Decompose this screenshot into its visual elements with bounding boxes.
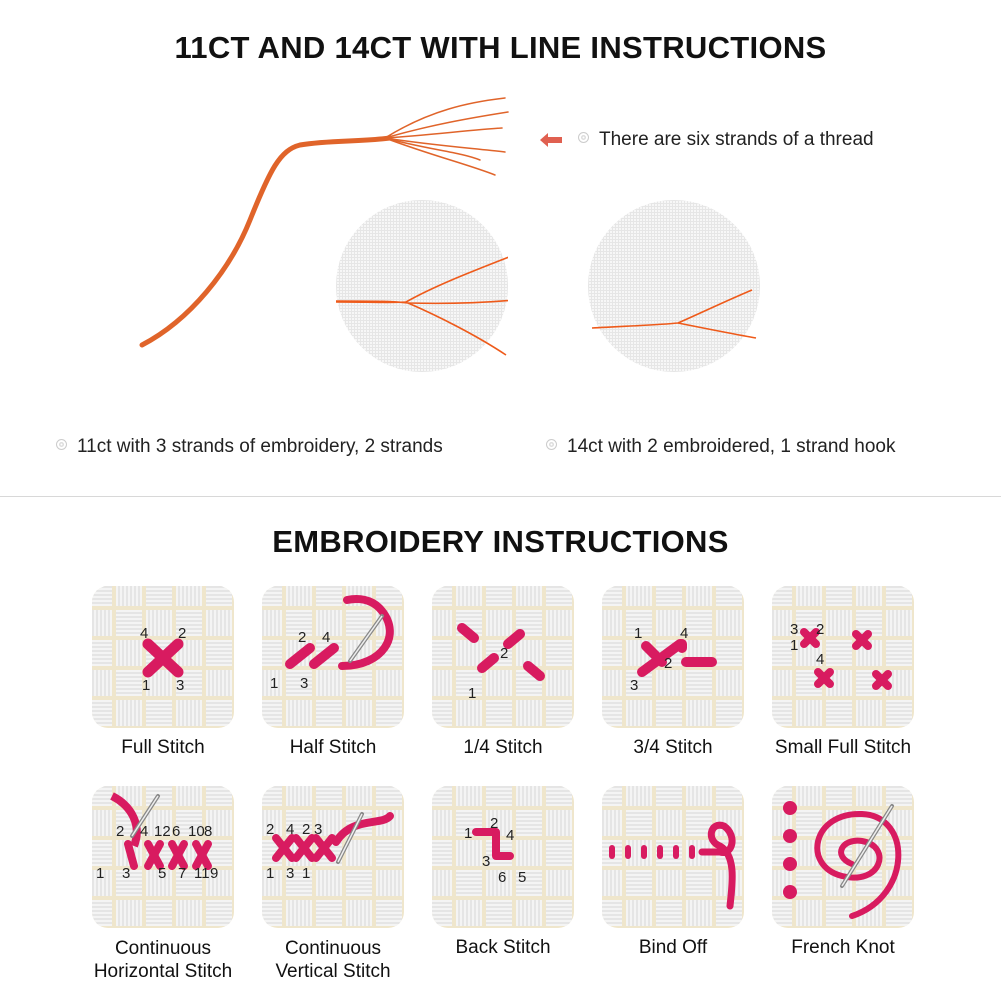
stitch-label-continuous-horizontal-stitch: Continuous Horizontal Stitch [93,938,233,982]
stitch-diagram: 21 [457,623,545,702]
stitch-step-number: 1 [142,677,150,694]
stitch-step-number: 2 [116,823,124,840]
stitch-label-bind-off: Bind Off [638,937,708,958]
stitch-step-number: 1 [96,865,104,882]
stitch-step-number: 2 [816,621,824,638]
fabric-weave-pattern [432,586,572,726]
stitch-step-number: 4 [816,651,824,668]
stitch-step-number: 4 [286,821,294,838]
stitch-step-number: 4 [506,827,514,844]
stitch-step-number: 4 [140,625,148,642]
stitch-label-small-full-stitch: Small Full Stitch [774,737,912,758]
stitch-tile-continuous-horizontal-stitch: 2 4 12 6 10 8 1 3 5 7 11 9 [92,786,234,928]
stitch-step-number: 4 [322,629,330,646]
bullet-icon [546,439,557,450]
fabric-11ct-image [336,200,508,372]
stitch-tile-small-full-stitch: 3 2 1 4 [772,586,914,728]
stitch-step-number: 1 [790,637,798,654]
stitch-step-number: 3 [286,865,294,882]
stitch-step-number: 1 [468,685,476,702]
stitch-diagram [609,821,736,910]
thread-note: There are six strands of a thread [578,129,874,151]
thread-skein-image [139,97,509,348]
stitch-diagram: 2 4 12 6 10 8 1 3 5 7 11 9 [96,792,218,882]
stitch-step-number: 10 [188,823,205,840]
fabric-weave-pattern [262,586,402,726]
stitch-label-1-4-stitch: 1/4 Stitch [463,737,543,758]
stitch-step-number: 3 [300,675,308,692]
stitch-step-number: 7 [178,865,186,882]
stitch-tile-french-knot [772,786,914,928]
stitch-label-french-knot: French Knot [791,937,895,958]
stitch-step-number: 1 [464,825,472,842]
stitch-step-number: 2 [178,625,186,642]
stitch-step-number: 2 [266,821,274,838]
caption-11ct: 11ct with 3 strands of embroidery, 2 str… [56,436,443,458]
stitch-step-number: 1 [270,675,278,692]
section-title-line-instructions: 11CT AND 14CT WITH LINE INSTRUCTIONS [174,30,827,65]
fabric-weave-pattern [602,586,742,726]
caption-14ct: 14ct with 2 embroidered, 1 strand hook [546,436,895,458]
stitch-step-number: 5 [158,865,166,882]
stitch-step-number: 11 [194,865,210,882]
fabric-weave-pattern [772,586,912,726]
stitch-diagram [783,801,902,919]
stitch-label-continuous-vertical-stitch: Continuous Vertical Stitch [275,938,391,982]
stitch-diagram: 2 4 1 3 [270,595,394,692]
bullet-icon [56,439,67,450]
stitch-step-number: 3 [790,621,798,638]
stitch-step-number: 6 [172,823,180,840]
section-divider [0,496,1001,497]
stitch-step-number: 1 [634,625,642,642]
stitch-step-number: 2 [298,629,306,646]
stitch-label-full-stitch: Full Stitch [121,737,205,758]
fabric-weave-pattern [432,786,572,926]
stitch-step-number: 2 [490,815,498,832]
stitch-step-number: 3 [176,677,184,694]
stitch-step-number: 2 [664,655,672,672]
stitch-step-number: 3 [314,821,322,838]
stitch-diagram: 1 42 3 [630,625,717,694]
stitch-label-half-stitch: Half Stitch [289,737,377,758]
arrow-left-icon [540,133,562,147]
stitch-tile-full-stitch: 4 2 1 3 [92,586,234,728]
stitch-step-number: 1 [266,865,274,882]
bullet-icon [578,132,589,143]
stitch-diagram: 4 2 1 3 [140,625,186,694]
stitch-label-back-stitch: Back Stitch [455,937,551,958]
stitch-step-number: 3 [122,865,130,882]
stitch-step-number: 2 [302,821,310,838]
stitch-step-number: 3 [482,853,490,870]
stitch-step-number: 6 [498,869,506,886]
stitch-step-number: 4 [680,625,688,642]
stitch-tile-bind-off [602,786,744,928]
stitch-diagram: 3 2 1 4 [790,621,892,690]
stitch-step-number: 3 [630,677,638,694]
section-title-embroidery: EMBROIDERY INSTRUCTIONS [272,524,729,559]
fabric-weave-pattern [92,786,232,926]
stitch-step-number: 8 [204,823,212,840]
stitch-step-number: 5 [518,869,526,886]
stitch-step-number: 4 [140,823,148,840]
stitch-step-number: 12 [154,823,171,840]
stitch-step-number: 1 [302,865,310,882]
fabric-14ct-image [588,200,760,372]
stitch-step-number: 9 [210,865,218,882]
stitch-step-number: 2 [500,645,508,662]
stitch-label-3-4-stitch: 3/4 Stitch [633,737,713,758]
stitch-diagram: 2 4 2 31 3 1 [266,812,394,882]
